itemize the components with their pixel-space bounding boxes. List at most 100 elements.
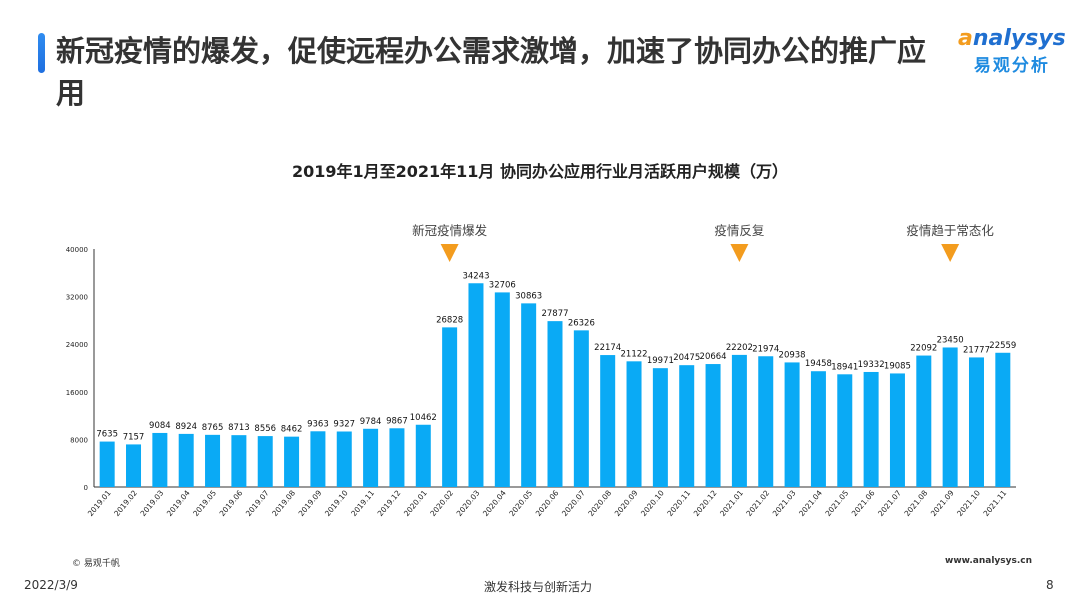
chart-title: 2019年1月至2021年11月 协同办公应用行业月活跃用户规模（万） xyxy=(292,162,788,181)
bar-2020.02 xyxy=(442,327,458,487)
bar-2021.02 xyxy=(758,356,774,487)
x-tick-label: 2021.02 xyxy=(744,488,771,518)
bar-2020.07 xyxy=(573,330,589,487)
bar-2019.07 xyxy=(257,436,273,487)
data-label: 20664 xyxy=(700,352,727,362)
title-accent-bar xyxy=(38,33,45,73)
annotation-arrow-icon xyxy=(440,244,459,262)
annotation-arrow-icon xyxy=(941,244,960,262)
x-tick-label: 2019.01 xyxy=(86,488,113,518)
x-tick-label: 2019.12 xyxy=(376,488,403,518)
data-label: 8765 xyxy=(202,423,224,433)
x-tick-label: 2021.10 xyxy=(955,488,982,518)
bar-2021.08 xyxy=(916,355,932,487)
y-tick-label: 0 xyxy=(84,484,88,492)
bar-2020.03 xyxy=(468,283,484,487)
page-title: 新冠疫情的爆发，促使远程办公需求激增，加速了协同办公的推广应用 xyxy=(56,34,927,110)
x-tick-label: 2020.04 xyxy=(481,488,508,518)
date: 2022/3/9 xyxy=(24,578,78,592)
bar-2019.11 xyxy=(363,428,379,487)
bar-2021.09 xyxy=(942,347,958,487)
data-label: 26326 xyxy=(568,318,595,328)
x-tick-label: 2019.02 xyxy=(112,488,139,518)
data-label: 22202 xyxy=(726,343,753,353)
data-label: 19458 xyxy=(805,359,832,369)
bar-2021.05 xyxy=(837,374,853,487)
annotation-label: 新冠疫情爆发 xyxy=(412,223,488,238)
bar-2020.06 xyxy=(547,321,563,487)
data-label: 26828 xyxy=(436,315,463,325)
data-label: 8713 xyxy=(228,423,250,433)
data-label: 22092 xyxy=(910,344,937,354)
data-label: 22559 xyxy=(989,341,1016,351)
x-tick-label: 2021.07 xyxy=(876,488,903,518)
data-label: 8462 xyxy=(281,425,303,435)
data-label: 9327 xyxy=(333,420,355,430)
x-tick-label: 2020.08 xyxy=(586,488,613,518)
annotation-label: 疫情反复 xyxy=(714,223,765,238)
x-tick-label: 2019.04 xyxy=(165,488,192,518)
bar-2019.12 xyxy=(389,428,405,487)
y-tick-label: 16000 xyxy=(66,389,88,397)
data-label: 7157 xyxy=(123,432,145,442)
bar-2021.10 xyxy=(968,357,984,487)
x-tick-label: 2019.07 xyxy=(244,488,271,518)
bar-2019.03 xyxy=(152,432,168,487)
y-tick-label: 24000 xyxy=(66,341,88,349)
x-tick-label: 2021.06 xyxy=(850,488,877,518)
bar-2020.04 xyxy=(494,292,510,487)
bar-2020.08 xyxy=(600,355,616,487)
data-label: 21777 xyxy=(963,345,990,355)
data-label: 22174 xyxy=(594,343,621,353)
bar-2021.07 xyxy=(889,373,905,487)
data-label: 21974 xyxy=(752,344,779,354)
bar-2020.11 xyxy=(679,365,695,487)
x-tick-label: 2021.01 xyxy=(718,488,745,518)
x-tick-label: 2021.08 xyxy=(903,488,930,518)
source-note: © 易观千帆 xyxy=(72,559,120,569)
data-label: 20938 xyxy=(779,350,806,360)
data-label: 19332 xyxy=(858,360,885,370)
x-tick-label: 2021.03 xyxy=(771,488,798,518)
bar-2019.01 xyxy=(99,441,115,487)
analysys-logo: analysys 易观分析 xyxy=(958,26,1066,76)
bar-2019.10 xyxy=(336,431,352,487)
x-tick-label: 2021.04 xyxy=(797,488,824,518)
bar-2021.04 xyxy=(810,371,826,487)
bar-2019.02 xyxy=(126,444,142,487)
x-tick-label: 2020.01 xyxy=(402,488,429,518)
data-label: 9363 xyxy=(307,419,329,429)
data-label: 30863 xyxy=(515,291,542,301)
data-label: 9784 xyxy=(360,417,382,427)
data-label: 9867 xyxy=(386,416,408,426)
x-tick-label: 2019.03 xyxy=(139,488,166,518)
x-tick-label: 2019.06 xyxy=(218,488,245,518)
data-label: 8556 xyxy=(254,424,276,434)
bar-2019.08 xyxy=(284,436,300,487)
x-tick-label: 2020.03 xyxy=(455,488,482,518)
bar-2020.01 xyxy=(415,424,431,487)
data-label: 7635 xyxy=(96,430,118,440)
bar-2020.10 xyxy=(652,368,668,487)
data-label: 32706 xyxy=(489,280,516,290)
x-tick-label: 2019.11 xyxy=(349,488,376,518)
bar-2021.11 xyxy=(995,352,1011,487)
bar-2019.06 xyxy=(231,435,247,487)
bar-2021.03 xyxy=(784,362,800,487)
bar-2019.04 xyxy=(178,433,194,487)
x-tick-label: 2021.09 xyxy=(929,488,956,518)
x-tick-label: 2019.10 xyxy=(323,488,350,518)
x-tick-label: 2019.08 xyxy=(270,488,297,518)
page-number: 8 xyxy=(1046,578,1054,592)
slogan: 激发科技与创新活力 xyxy=(484,580,593,594)
data-label: 8924 xyxy=(175,422,197,432)
x-tick-label: 2020.02 xyxy=(428,488,455,518)
x-tick-label: 2020.11 xyxy=(665,488,692,518)
x-tick-label: 2020.05 xyxy=(507,488,534,518)
x-tick-label: 2020.10 xyxy=(639,488,666,518)
bar-2021.06 xyxy=(863,371,879,487)
data-label: 23450 xyxy=(937,335,964,345)
annotation-arrow-icon xyxy=(730,244,749,262)
website: www.analysys.cn xyxy=(945,556,1033,566)
